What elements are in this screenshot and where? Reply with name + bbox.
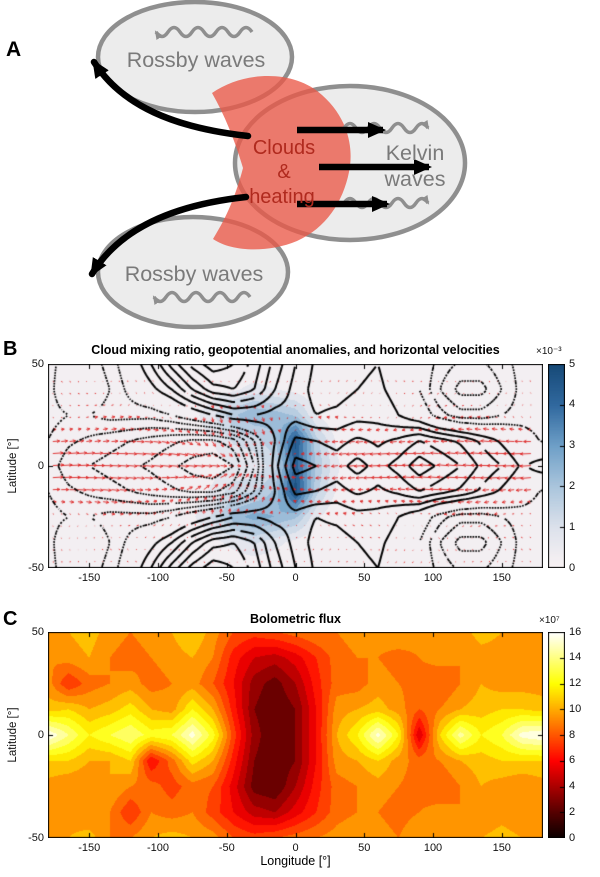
panel-b-letter: B <box>3 338 18 360</box>
x-tick-label: 100 <box>423 842 443 854</box>
x-tick-label: 150 <box>492 572 511 584</box>
colorbar-tick-label: 14 <box>569 651 582 664</box>
y-tick-label: 0 <box>37 728 44 741</box>
rossby-bottom-label: Rossby waves <box>125 262 264 286</box>
panel-c-colorbar-exponent: ×10⁷ <box>539 615 560 626</box>
colorbar-tick-label: 0 <box>569 561 576 574</box>
y-tick-label: -50 <box>28 831 44 844</box>
arrow-to-rossby-top <box>90 58 252 140</box>
colorbar-tick-label: 16 <box>569 625 582 638</box>
colorbar-tick-label: 2 <box>569 479 576 492</box>
colorbar-tick-label: 10 <box>569 702 582 715</box>
panel-b-plot <box>48 364 543 568</box>
panel-b-title: Cloud mixing ratio, geopotential anomali… <box>91 343 500 357</box>
colorbar-tick-label: 2 <box>569 805 576 818</box>
x-tick-label: -50 <box>218 572 235 584</box>
x-tick-label: 150 <box>492 842 511 854</box>
panel-a-letter: A <box>6 38 21 61</box>
clouds-label-line1: Clouds <box>253 137 315 159</box>
colorbar-tick-label: 1 <box>569 520 576 533</box>
colorbar-tick-label: 4 <box>569 398 576 411</box>
x-tick-label: -100 <box>146 842 170 854</box>
colorbar-tick-label: 3 <box>569 439 576 452</box>
panel-a-diagram: A Rossby waves Rossby waves Kelvin waves… <box>6 0 468 330</box>
panel-b-colorbar <box>548 364 565 568</box>
x-tick-label: 0 <box>292 842 299 854</box>
colorbar-tick-label: 8 <box>569 728 576 741</box>
panel-c-letter: C <box>3 608 18 630</box>
colorbar-tick-label: 5 <box>569 357 576 370</box>
colorbar-tick-label: 0 <box>569 831 576 844</box>
panel-c-colorbar <box>548 632 565 838</box>
x-tick-label: 100 <box>423 572 443 584</box>
panel-c-title: Bolometric flux <box>250 612 341 626</box>
y-tick-label: 50 <box>31 357 44 370</box>
y-tick-label: -50 <box>28 561 44 574</box>
x-tick-label: 0 <box>292 572 299 584</box>
x-tick-label: -100 <box>146 572 170 584</box>
clouds-label-line2: & <box>277 161 291 183</box>
x-tick-label: -50 <box>218 842 235 854</box>
rossby-bottom-wave-icon <box>152 290 252 306</box>
x-tick-label: 50 <box>358 842 371 854</box>
x-tick-label: -150 <box>78 572 101 584</box>
panel-c-xlabel: Longitude [°] <box>260 854 331 868</box>
panel-c-plot <box>48 632 543 838</box>
colorbar-tick-label: 12 <box>569 677 582 689</box>
colorbar-tick-label: 6 <box>569 754 576 767</box>
kelvin-label-line1: Kelvin <box>386 141 445 165</box>
arrow-to-rossby-bottom <box>88 193 250 278</box>
clouds-label-line3: heating <box>249 186 315 208</box>
panel-b-colorbar-exponent: ×10⁻³ <box>536 346 562 357</box>
rossby-top-wave-icon <box>154 25 254 41</box>
colorbar-tick-label: 4 <box>569 780 576 792</box>
y-tick-label: 0 <box>37 459 44 472</box>
rossby-top-label: Rossby waves <box>127 48 266 72</box>
y-tick-label: 50 <box>31 625 44 638</box>
x-tick-label: 50 <box>358 572 371 584</box>
x-tick-label: -150 <box>78 842 101 854</box>
kelvin-label-line2: waves <box>384 167 446 191</box>
